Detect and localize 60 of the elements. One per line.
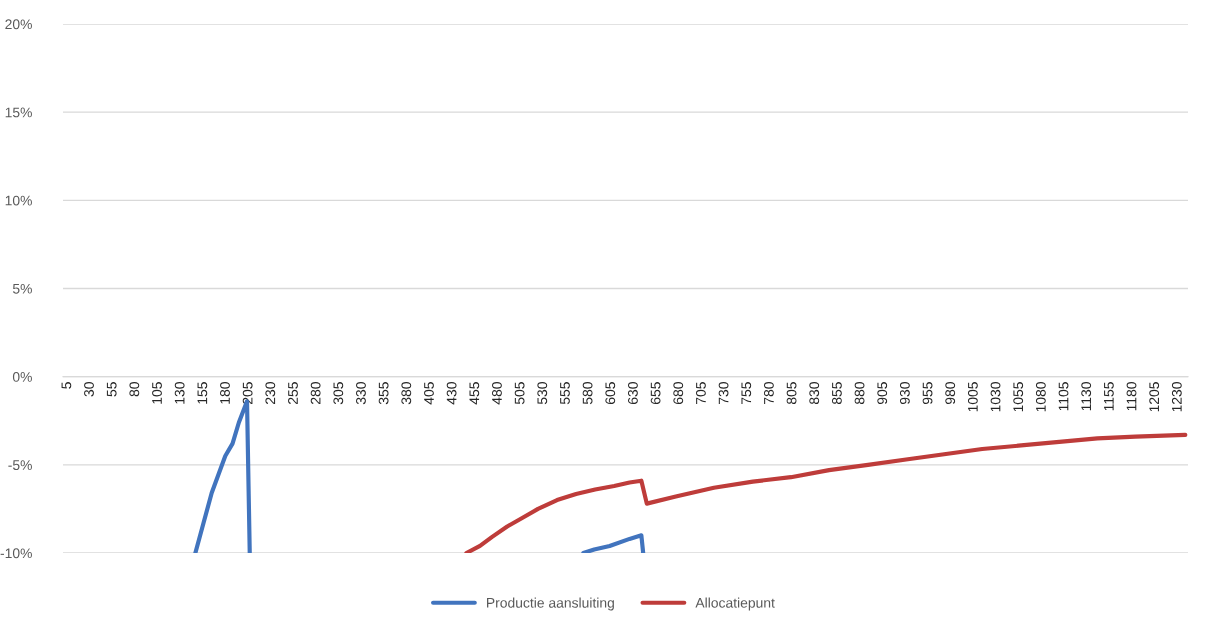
x-tick-label: 505 <box>514 382 525 405</box>
y-tick-label: -5% <box>8 460 32 470</box>
line-series <box>464 432 1188 553</box>
x-tick-label: 130 <box>174 382 185 404</box>
x-tick-label: 980 <box>945 382 956 405</box>
x-tick-label: 680 <box>673 382 684 404</box>
x-tick-label: 905 <box>877 382 888 405</box>
x-tick-label: 5 <box>61 382 72 389</box>
x-tick-label: 355 <box>378 382 389 405</box>
x-tick-label: 455 <box>469 382 480 405</box>
x-tick-label: 705 <box>695 382 706 404</box>
x-tick-label: 580 <box>582 382 593 405</box>
x-tick-label: 80 <box>129 382 140 397</box>
y-tick-label: -10% <box>0 548 32 559</box>
x-tick-label: 805 <box>786 382 797 405</box>
x-tick-label: 1080 <box>1035 382 1046 412</box>
x-tick-label: 955 <box>922 382 933 405</box>
x-tick-label: 1205 <box>1149 382 1160 412</box>
x-tick-label: 55 <box>106 382 117 397</box>
x-tick-label: 630 <box>628 382 638 404</box>
x-tick-label: 530 <box>537 382 548 405</box>
x-tick-label: 780 <box>763 382 774 404</box>
x-tick-label: 1130 <box>1081 382 1092 411</box>
x-tick-label: 880 <box>854 382 865 405</box>
x-tick-label: 180 <box>220 382 230 404</box>
legend-label: Productie aansluiting <box>487 597 614 611</box>
x-tick-label: 1230 <box>1171 382 1182 412</box>
x-tick-label: 280 <box>310 382 321 404</box>
x-tick-label: 1180 <box>1126 382 1137 411</box>
x-tick-label: 930 <box>899 382 910 405</box>
x-tick-label: 330 <box>356 382 366 405</box>
y-tick-label: 5% <box>12 283 32 294</box>
x-tick-label: 855 <box>831 382 842 405</box>
y-tick-label: 20% <box>5 19 32 30</box>
x-tick-label: 155 <box>197 382 208 404</box>
x-tick-label: 205 <box>242 382 253 404</box>
y-tick-label: 15% <box>5 107 32 118</box>
legend-label: Allocatiepunt <box>695 597 775 611</box>
x-tick-label: 755 <box>741 382 752 404</box>
x-tick-label: 1105 <box>1058 382 1069 411</box>
x-tick-label: 230 <box>265 382 276 404</box>
x-tick-label: 605 <box>605 382 616 404</box>
x-tick-label: 430 <box>446 382 457 405</box>
x-tick-label: 1030 <box>990 382 1001 412</box>
x-tick-label: 655 <box>650 382 661 404</box>
x-tick-label: 255 <box>288 382 298 404</box>
x-tick-label: 380 <box>401 382 412 405</box>
x-tick-label: 830 <box>809 382 820 405</box>
x-tick-label: 1055 <box>1013 382 1024 412</box>
x-tick-label: 730 <box>718 382 729 404</box>
x-tick-label: 305 <box>333 382 344 405</box>
y-tick-label: 0% <box>12 372 32 382</box>
x-tick-label: 405 <box>424 382 434 405</box>
x-tick-label: 30 <box>84 382 94 397</box>
x-tick-label: 105 <box>152 382 162 404</box>
x-tick-label: 1155 <box>1104 382 1114 411</box>
x-tick-label: 480 <box>492 382 502 405</box>
x-tick-label: 555 <box>560 382 570 405</box>
y-tick-label: 10% <box>5 195 32 206</box>
x-tick-label: 1005 <box>967 382 978 412</box>
